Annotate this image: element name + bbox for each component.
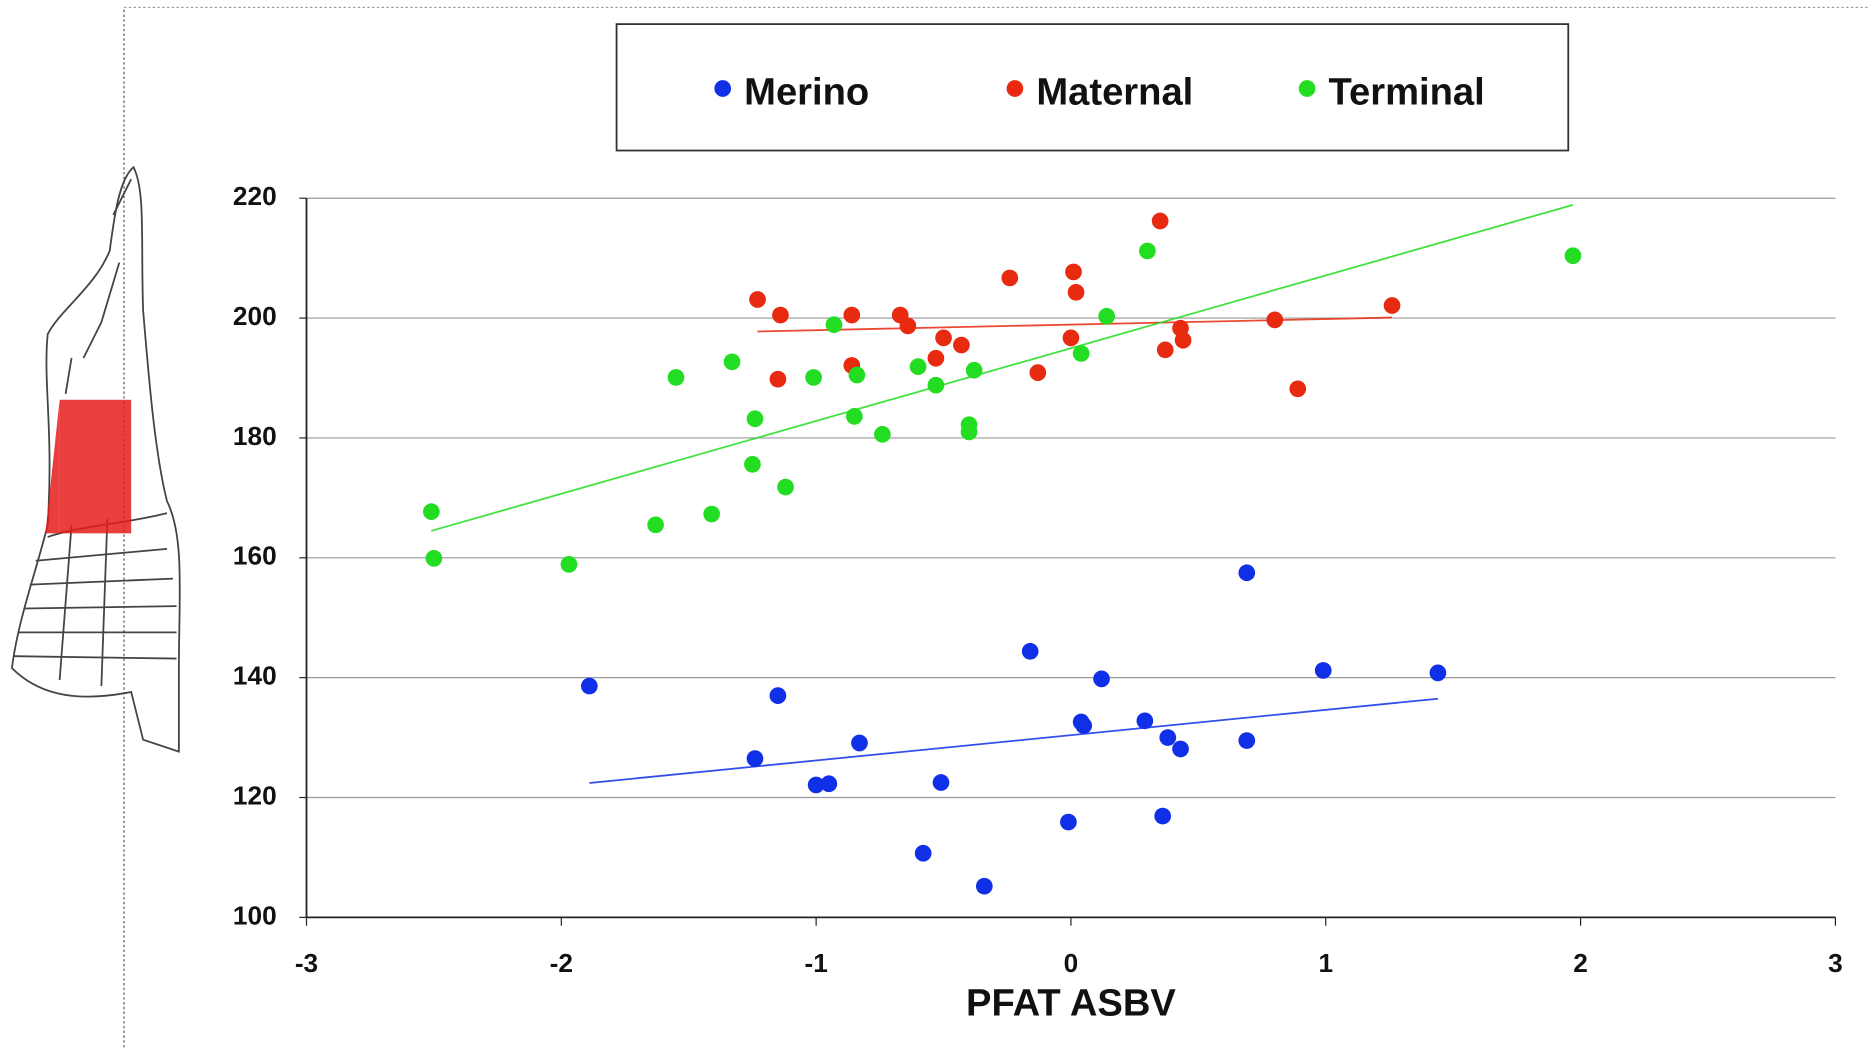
y-tick-label: 200 [233, 301, 277, 331]
data-point [914, 844, 932, 862]
data-point [1062, 329, 1080, 347]
data-point [1289, 380, 1307, 398]
data-point [805, 369, 822, 386]
cut-highlight [59, 399, 132, 534]
data-point [953, 336, 970, 354]
x-tick-label: -3 [295, 948, 318, 978]
data-point [772, 306, 789, 324]
data-point [647, 516, 664, 534]
data-point [425, 550, 443, 567]
data-point [744, 455, 761, 473]
y-tick-label: 220 [233, 181, 277, 211]
data-point [1383, 297, 1401, 314]
data-point [1314, 662, 1332, 679]
x-axis-label: PFAT ASBV [966, 982, 1176, 1025]
data-point [1001, 269, 1019, 287]
data-point [843, 306, 861, 324]
cut-highlight-edge [45, 399, 60, 534]
data-point [825, 316, 843, 334]
data-point [820, 775, 838, 793]
data-point [846, 408, 863, 425]
legend-marker [1006, 80, 1024, 97]
data-point [1139, 242, 1156, 260]
data-point [1238, 564, 1256, 582]
data-point [1429, 664, 1447, 682]
data-point [927, 349, 945, 367]
data-point [927, 376, 945, 394]
data-point [1098, 307, 1115, 325]
trend-line [431, 203, 1574, 532]
x-tick-label: -1 [804, 948, 827, 978]
data-point [1266, 311, 1284, 329]
data-point [1029, 364, 1047, 381]
trend-line [757, 316, 1393, 333]
data-point [1172, 740, 1189, 758]
data-point [932, 774, 950, 791]
y-tick-label: 160 [233, 541, 277, 571]
data-point [560, 556, 578, 573]
data-point [723, 353, 741, 371]
y-tick-label: 120 [233, 780, 277, 810]
data-point [1060, 813, 1077, 831]
data-point [909, 358, 927, 375]
data-point [1159, 729, 1177, 746]
data-point [1151, 212, 1169, 230]
data-point [1067, 283, 1085, 301]
data-point [1174, 331, 1192, 349]
data-point [777, 478, 794, 496]
data-point [1093, 670, 1110, 688]
y-tick-label: 100 [233, 900, 277, 930]
data-point [580, 677, 598, 695]
data-point [899, 317, 917, 335]
data-point [749, 291, 766, 308]
legend-box [615, 23, 1570, 152]
data-point [965, 361, 983, 379]
data-point [1154, 807, 1172, 825]
legend-marker [1298, 80, 1316, 97]
data-point [851, 734, 868, 752]
legend-label: Merino [744, 71, 869, 114]
data-point [807, 776, 825, 794]
trend-line [589, 697, 1438, 784]
data-point [1065, 263, 1082, 281]
data-point [848, 366, 866, 384]
data-point [935, 329, 952, 347]
y-tick-label: 180 [233, 421, 277, 451]
x-tick-label: -2 [550, 948, 573, 978]
data-point [769, 687, 787, 704]
data-point [423, 503, 440, 520]
data-point [874, 425, 891, 443]
data-point [1072, 345, 1090, 362]
data-point [1021, 642, 1039, 660]
data-point [960, 423, 978, 441]
data-point [1156, 341, 1174, 359]
x-tick-label: 3 [1828, 948, 1843, 978]
legend-label: Maternal [1036, 71, 1193, 114]
data-point [1075, 717, 1093, 734]
data-point [1136, 712, 1154, 730]
y-tick-label: 140 [233, 661, 277, 691]
legend-label: Terminal [1329, 71, 1485, 114]
x-tick-label: 0 [1064, 948, 1079, 978]
legend-marker [714, 80, 732, 97]
x-tick-label: 2 [1573, 948, 1588, 978]
data-point [1238, 732, 1256, 749]
data-point [769, 370, 787, 388]
data-point [746, 750, 764, 767]
data-point [1564, 247, 1582, 265]
data-point [975, 877, 993, 895]
x-tick-label: 1 [1318, 948, 1333, 978]
data-point [667, 369, 685, 386]
data-point [703, 505, 721, 523]
data-point [746, 410, 764, 428]
